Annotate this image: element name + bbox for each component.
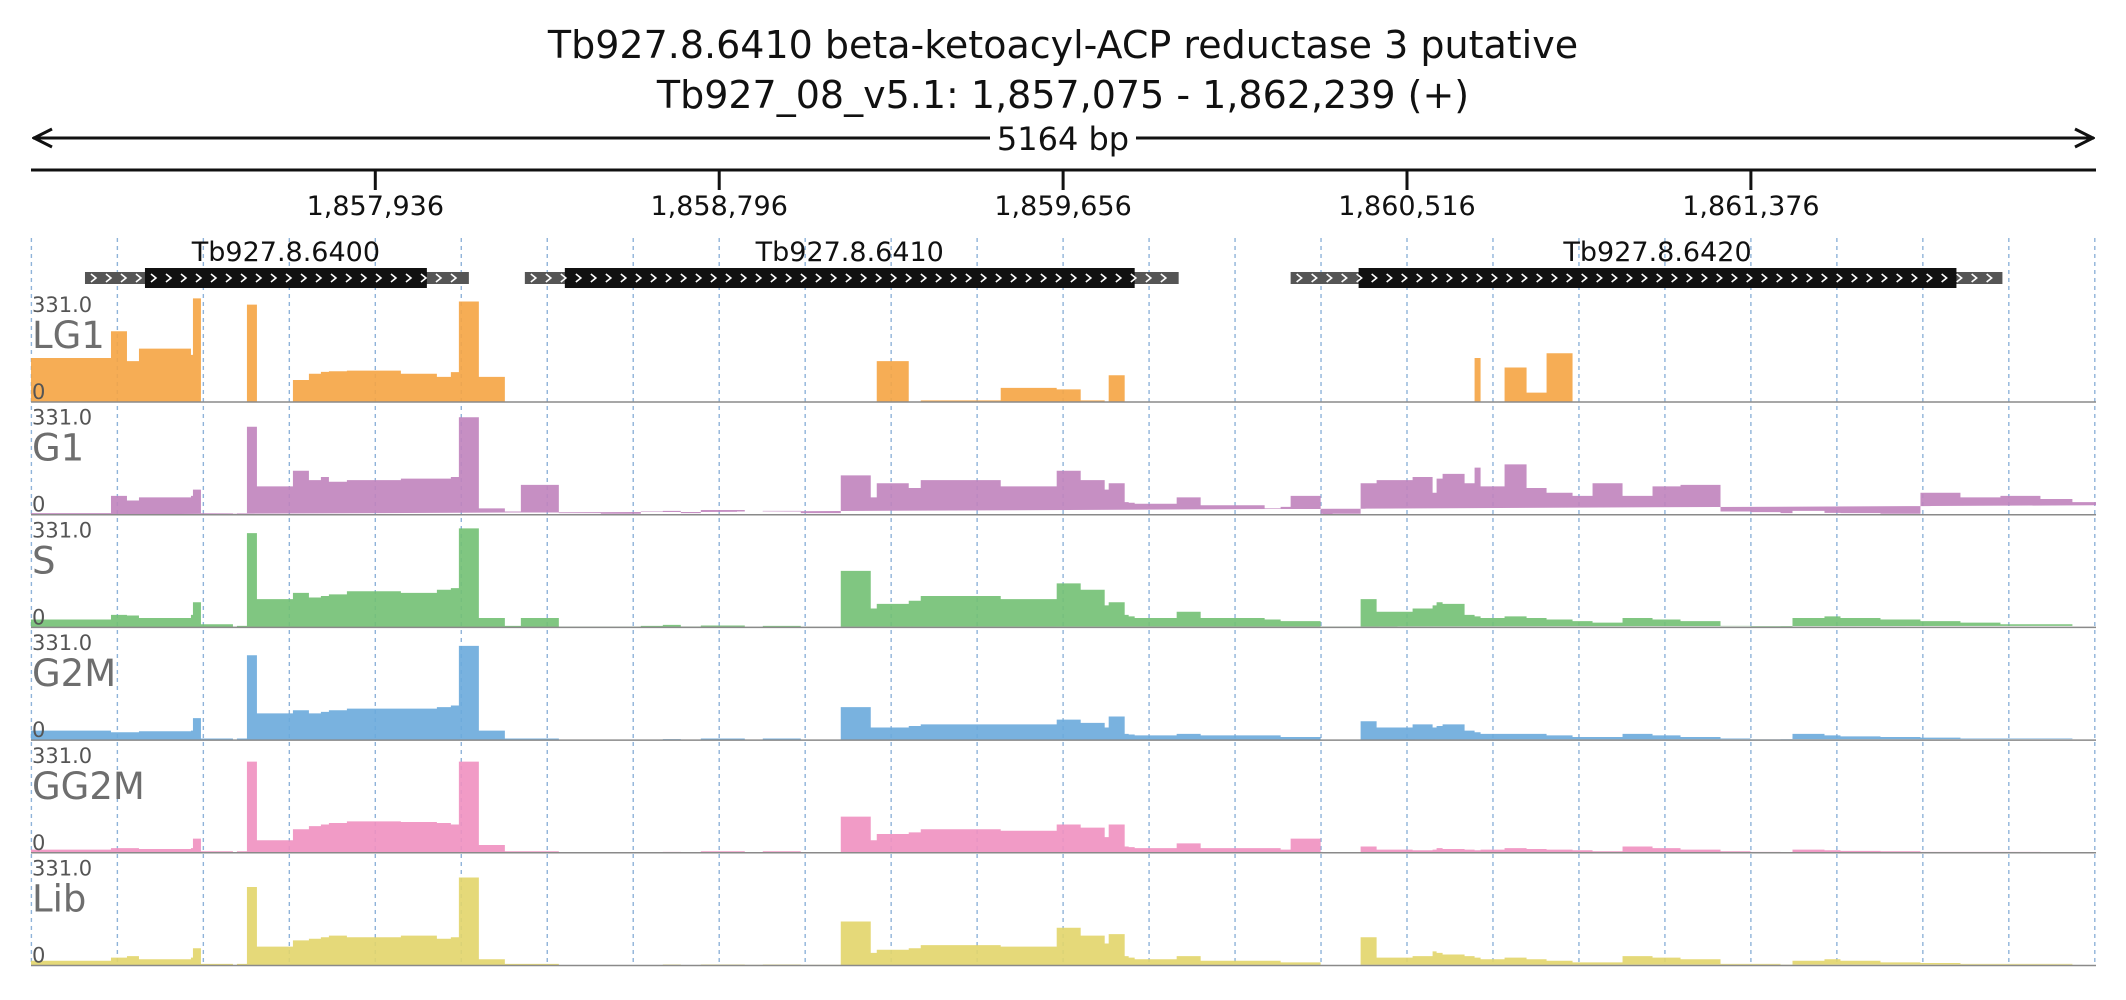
coverage-track: 331.0 0 Lib: [31, 857, 2096, 968]
coverage-track: 331.0 0 G1: [31, 406, 2096, 517]
track-label: Lib: [32, 878, 86, 921]
gene-cds: [144, 268, 427, 288]
coverage-area: [31, 528, 2096, 628]
gene-model: Tb927.8.6410: [524, 237, 1179, 288]
y-min-label: 0: [32, 944, 45, 968]
y-min-label: 0: [32, 718, 45, 742]
x-tick-label: 1,857,936: [307, 191, 444, 222]
coverage-area: [31, 761, 2096, 853]
track-label: S: [32, 539, 56, 582]
span-indicator: 5164 bp: [33, 118, 2094, 158]
gene-model: Tb927.8.6420: [1290, 237, 2003, 288]
coverage-area: [31, 645, 2096, 741]
strand-chevrons: [90, 273, 458, 283]
gene-label: Tb927.8.6410: [755, 237, 944, 268]
track-label: LG1: [32, 314, 105, 357]
chart-title: Tb927.8.6410 beta-ketoacyl-ACP reductase…: [547, 23, 1578, 67]
y-min-label: 0: [32, 493, 45, 517]
coverage-track: 331.0 0 G2M: [31, 631, 2096, 742]
gene-model: Tb927.8.6400: [84, 237, 469, 288]
y-max-label: 331.0: [32, 406, 92, 430]
y-max-label: 331.0: [32, 293, 92, 317]
y-max-label: 331.0: [32, 857, 92, 881]
x-tick-label: 1,860,516: [1338, 191, 1475, 222]
x-tick-label: 1,861,376: [1682, 191, 1819, 222]
span-label-background: [990, 118, 1136, 158]
y-max-label: 331.0: [32, 631, 92, 655]
coverage-track: 331.0 0 LG1: [31, 293, 2096, 404]
coverage-tracks: 331.00LG1331.00G1331.00S331.00G2M331.00G…: [31, 293, 2096, 968]
y-min-label: 0: [32, 831, 45, 855]
coverage-area: [31, 877, 2096, 966]
x-tick-label: 1,858,796: [650, 191, 787, 222]
chart-subtitle: Tb927_08_v5.1: 1,857,075 - 1,862,239 (+): [656, 73, 1469, 117]
gene-cds: [1358, 268, 1957, 288]
gene-track: Tb927.8.6400 Tb927.8.6410 Tb927.8.6420: [84, 237, 2003, 288]
y-max-label: 331.0: [32, 744, 92, 768]
y-min-label: 0: [32, 605, 45, 629]
strand-chevrons: [1296, 273, 1993, 283]
gene-label: Tb927.8.6400: [191, 237, 380, 268]
x-tick-label: 1,859,656: [994, 191, 1131, 222]
span-label: 5164 bp: [997, 120, 1129, 158]
axis-ticks: 1,857,936 1,858,796 1,859,656 1,860,516 1,86…: [307, 170, 1820, 222]
y-min-label: 0: [32, 380, 45, 404]
gene-label: Tb927.8.6420: [1562, 237, 1751, 268]
coverage-area: [31, 417, 2096, 515]
track-label: G1: [32, 427, 84, 470]
strand-chevrons: [530, 273, 1168, 283]
y-max-label: 331.0: [32, 518, 92, 542]
coverage-track: 331.0 0 S: [31, 518, 2096, 629]
track-label: GG2M: [32, 765, 145, 808]
coverage-track: 331.0 0 GG2M: [31, 744, 2096, 855]
track-label: G2M: [32, 652, 116, 695]
